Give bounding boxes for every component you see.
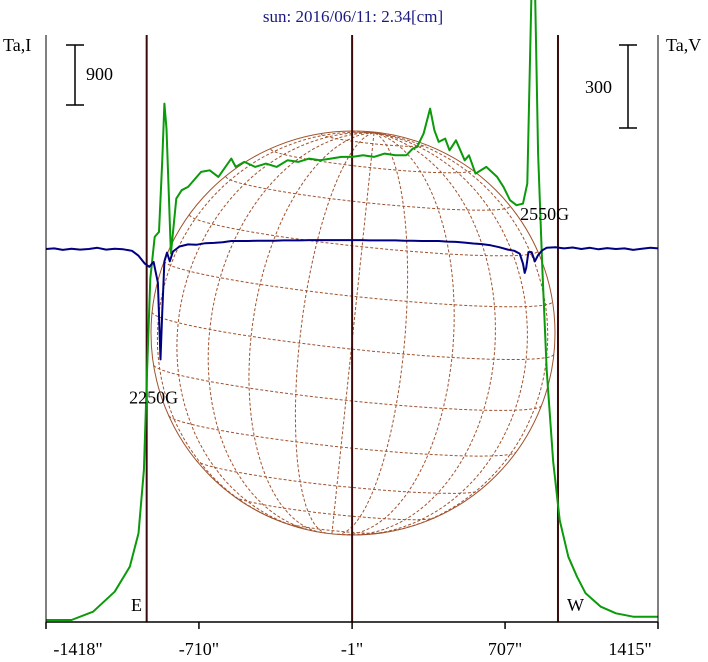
longitude-line [359, 132, 528, 536]
longitude-line [156, 131, 375, 523]
longitude-line [342, 132, 455, 536]
chart-title: sun: 2016/06/11: 2.34[cm] [263, 7, 443, 26]
west-label: W [567, 595, 584, 615]
limb-lines [145, 35, 559, 622]
annotations: 2250G 2550G [129, 204, 569, 407]
series-group [45, 0, 659, 621]
latitude-line [195, 459, 481, 494]
field-strength-annotation: 2550G [520, 204, 569, 224]
scale-bar-left [66, 44, 84, 106]
x-tick-label: 1415" [608, 639, 651, 659]
longitude-line [337, 132, 409, 535]
x-tick-label: -1418" [53, 639, 102, 659]
longitude-line [207, 132, 375, 533]
scale-right-value: 300 [585, 77, 612, 97]
intensity-series-line [46, 0, 658, 621]
longitude-line [346, 132, 496, 536]
latitude-line [153, 364, 542, 411]
scale-left-value: 900 [86, 64, 113, 84]
longitude-line [373, 132, 549, 534]
east-label: E [131, 595, 142, 615]
x-tick-label: -1" [341, 639, 363, 659]
x-tick-label: -710" [179, 639, 219, 659]
latitude-line [270, 148, 473, 174]
latitude-line [189, 214, 538, 257]
right-axis-label: Ta,V [666, 35, 701, 55]
longitude-line [248, 132, 375, 533]
x-axis-ticks: -1418" -710" -1" 707" 1415" [45, 622, 659, 659]
field-strength-annotation: 2250G [129, 387, 178, 407]
latitude-line [282, 521, 383, 534]
longitude-line [294, 132, 375, 534]
left-axis-label: Ta,I [3, 35, 31, 55]
longitude-line [176, 131, 375, 530]
latitude-line [234, 496, 435, 521]
scale-bar-right [619, 44, 637, 129]
polarization-series-line [45, 239, 659, 361]
solar-disk-grid [150, 130, 556, 536]
x-tick-label: 707" [488, 639, 522, 659]
